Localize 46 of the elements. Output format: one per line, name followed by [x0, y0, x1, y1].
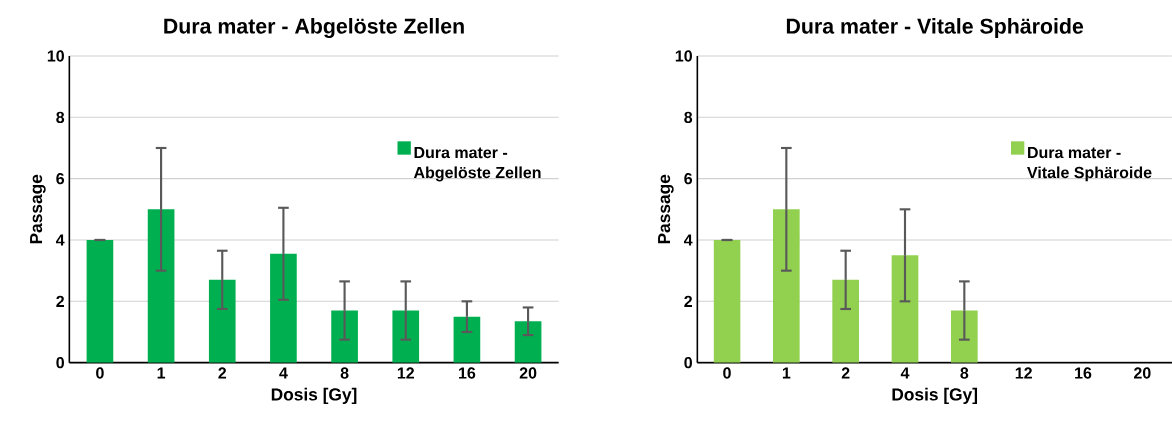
x-tick-label: 0 — [723, 367, 731, 379]
y-tick-label: 4 — [55, 234, 65, 246]
x-tick-label: 2 — [841, 367, 850, 379]
x-tick-label: 2 — [218, 367, 227, 379]
y-tick-label: 2 — [684, 295, 692, 308]
x-tick-label: 4 — [279, 367, 288, 379]
bar — [832, 280, 859, 363]
bar — [208, 280, 236, 363]
y-tick-label: 2 — [56, 295, 64, 308]
y-tick-label: 0 — [56, 357, 64, 369]
bar — [773, 209, 800, 363]
y-tick-label: 8 — [684, 111, 693, 124]
x-tick-label: 0 — [96, 367, 104, 379]
x-tick-label: 16 — [459, 367, 476, 379]
y-tick-label: 0 — [684, 357, 692, 369]
x-tick-label: 8 — [960, 367, 969, 379]
y-tick-label: 8 — [56, 111, 65, 124]
x-tick-label: 1 — [157, 367, 166, 379]
x-tick-label: 1 — [782, 367, 791, 379]
legend-label: Dura mater - Abgelöste Zellen — [413, 147, 541, 182]
y-tick-label: 10 — [47, 50, 64, 62]
x-tick-label: 4 — [900, 367, 910, 379]
y-tick-label: 6 — [56, 173, 65, 185]
y-tick-label: 4 — [683, 234, 693, 246]
bar — [147, 209, 175, 363]
bar — [514, 321, 542, 363]
bar — [891, 255, 919, 363]
y-axis-title: Passage — [30, 174, 46, 244]
x-tick-label: 20 — [519, 367, 537, 379]
x-tick-label: 20 — [1133, 367, 1151, 379]
y-tick-label: 10 — [675, 50, 692, 62]
y-tick-label: 6 — [684, 173, 693, 185]
chart-title: Dura mater - Abgelöste Zellen — [164, 18, 464, 39]
x-axis-title: Dosis [Gy] — [271, 388, 357, 405]
x-tick-label: 8 — [340, 367, 349, 379]
x-tick-label: 16 — [1075, 367, 1092, 379]
bar — [86, 240, 114, 363]
bar — [713, 240, 741, 363]
x-axis-title: Dosis [Gy] — [892, 388, 978, 405]
bar — [270, 253, 297, 363]
legend-label: Dura mater - Vitale Sphäroide — [1027, 147, 1152, 182]
y-axis-title: Passage — [658, 174, 674, 244]
x-tick-label: 12 — [1015, 367, 1032, 379]
bar — [453, 316, 481, 363]
x-tick-label: 12 — [397, 367, 415, 379]
chart-title: Dura mater - Vitale Sphäroide — [786, 18, 1084, 39]
